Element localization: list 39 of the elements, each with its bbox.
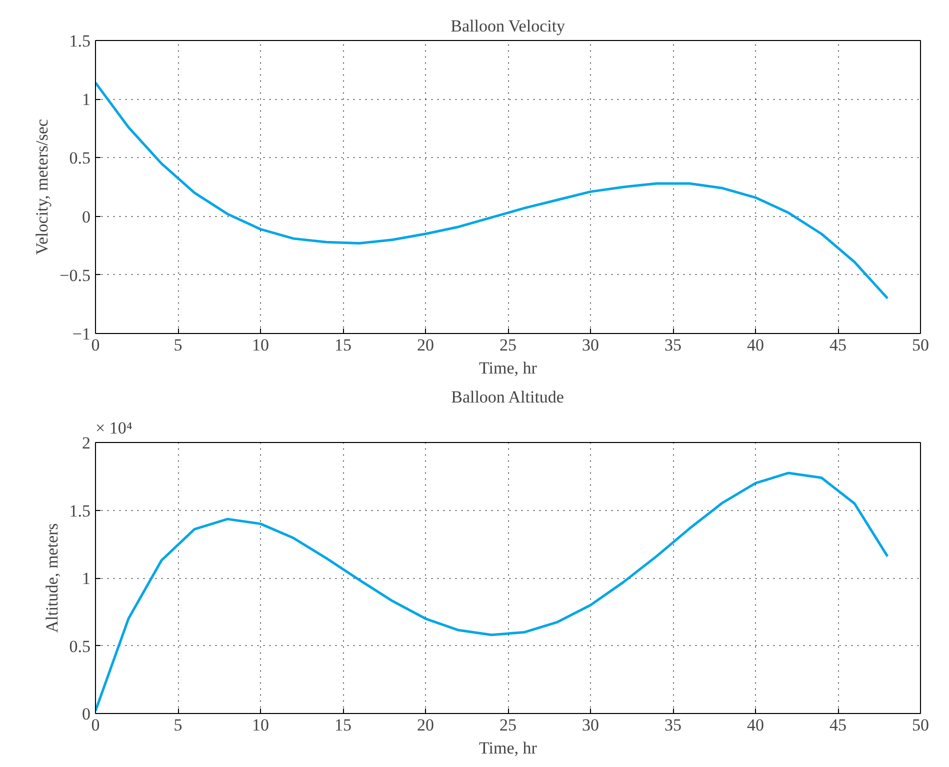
x-tick-label: 45 bbox=[830, 716, 846, 734]
x-tick-label: 40 bbox=[747, 716, 764, 734]
x-tick-label: 50 bbox=[912, 336, 929, 354]
text: × 10⁴ bbox=[96, 418, 132, 438]
y-tick-label: 0.5 bbox=[69, 636, 90, 656]
x-tick-label: 15 bbox=[334, 716, 352, 734]
x-tick-label: 20 bbox=[417, 716, 434, 734]
y-tick-label: 0 bbox=[82, 207, 90, 226]
x-tick-label: 25 bbox=[500, 336, 516, 354]
x-tick-label: 35 bbox=[664, 716, 682, 734]
x-tick-label: 50 bbox=[912, 716, 929, 734]
x-tick-label: 20 bbox=[417, 336, 434, 354]
y-tick-label: 1.5 bbox=[69, 32, 90, 50]
x-tick-label: 10 bbox=[252, 716, 269, 734]
y-tick-label: −0.5 bbox=[60, 266, 91, 285]
y-axis-title: Velocity, meters/sec bbox=[32, 118, 52, 255]
y-tick-label: 1 bbox=[82, 569, 90, 588]
x-tick-label: 45 bbox=[830, 336, 846, 354]
line-series bbox=[96, 81, 889, 300]
x-tick-label: 5 bbox=[174, 336, 182, 354]
x-tick-label: 30 bbox=[582, 336, 599, 354]
y-tick-label: 2 bbox=[82, 434, 90, 452]
chart-title: Balloon Altitude bbox=[451, 388, 564, 406]
x-tick-label: 40 bbox=[747, 336, 764, 354]
x-axis-title: Time, hr bbox=[479, 738, 538, 758]
chart-title: Balloon Velocity bbox=[450, 16, 566, 36]
x-tick-label: 35 bbox=[664, 336, 682, 354]
x-tick-label: 15 bbox=[334, 336, 352, 354]
y-tick-label: 0.5 bbox=[69, 148, 90, 168]
y-tick-label: −1 bbox=[72, 324, 91, 344]
x-tick-label: 5 bbox=[174, 716, 182, 734]
x-tick-label: 10 bbox=[252, 336, 269, 354]
y-tick-label: 1 bbox=[82, 90, 90, 110]
x-axis-title: Time, hr bbox=[479, 358, 538, 378]
x-tick-label: 30 bbox=[582, 716, 599, 734]
y-tick-label: 1.5 bbox=[69, 501, 90, 520]
line-series bbox=[96, 472, 889, 712]
x-tick-label: 25 bbox=[500, 716, 516, 734]
y-axis-title: Altitude, meters bbox=[42, 523, 62, 633]
